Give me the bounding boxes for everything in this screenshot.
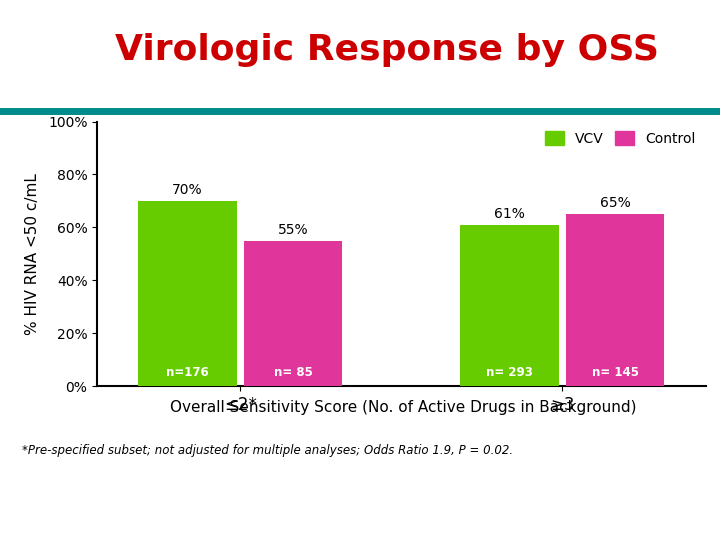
Text: 65%: 65%: [600, 196, 631, 210]
Text: 55%: 55%: [278, 222, 308, 237]
Text: n=176: n=176: [166, 367, 209, 380]
Y-axis label: % HIV RNA <50 c/mL: % HIV RNA <50 c/mL: [24, 173, 40, 335]
Text: Overall Sensitivity Score (No. of Active Drugs in Background): Overall Sensitivity Score (No. of Active…: [170, 400, 636, 415]
Text: n= 145: n= 145: [592, 367, 639, 380]
Text: Virologic Response by OSS: Virologic Response by OSS: [115, 33, 660, 67]
Text: 70%: 70%: [172, 183, 203, 197]
Text: n= 293: n= 293: [486, 367, 533, 380]
Legend: VCV, Control: VCV, Control: [539, 126, 701, 152]
Text: *Pre-specified subset; not adjusted for multiple analyses; Odds Ratio 1.9, P = 0: *Pre-specified subset; not adjusted for …: [22, 444, 513, 457]
Text: UPDATE. 17 th CONFERENCE ON RETROVIRUSES AND OPPORTUNISTIC INFECTIONS: UPDATE. 17 th CONFERENCE ON RETROVIRUSES…: [256, 511, 706, 521]
Bar: [461, 225, 559, 386]
Text: n= 85: n= 85: [274, 367, 312, 380]
Bar: [244, 241, 342, 386]
Text: 61%: 61%: [494, 207, 525, 221]
Bar: [138, 201, 237, 386]
Bar: [566, 214, 665, 386]
